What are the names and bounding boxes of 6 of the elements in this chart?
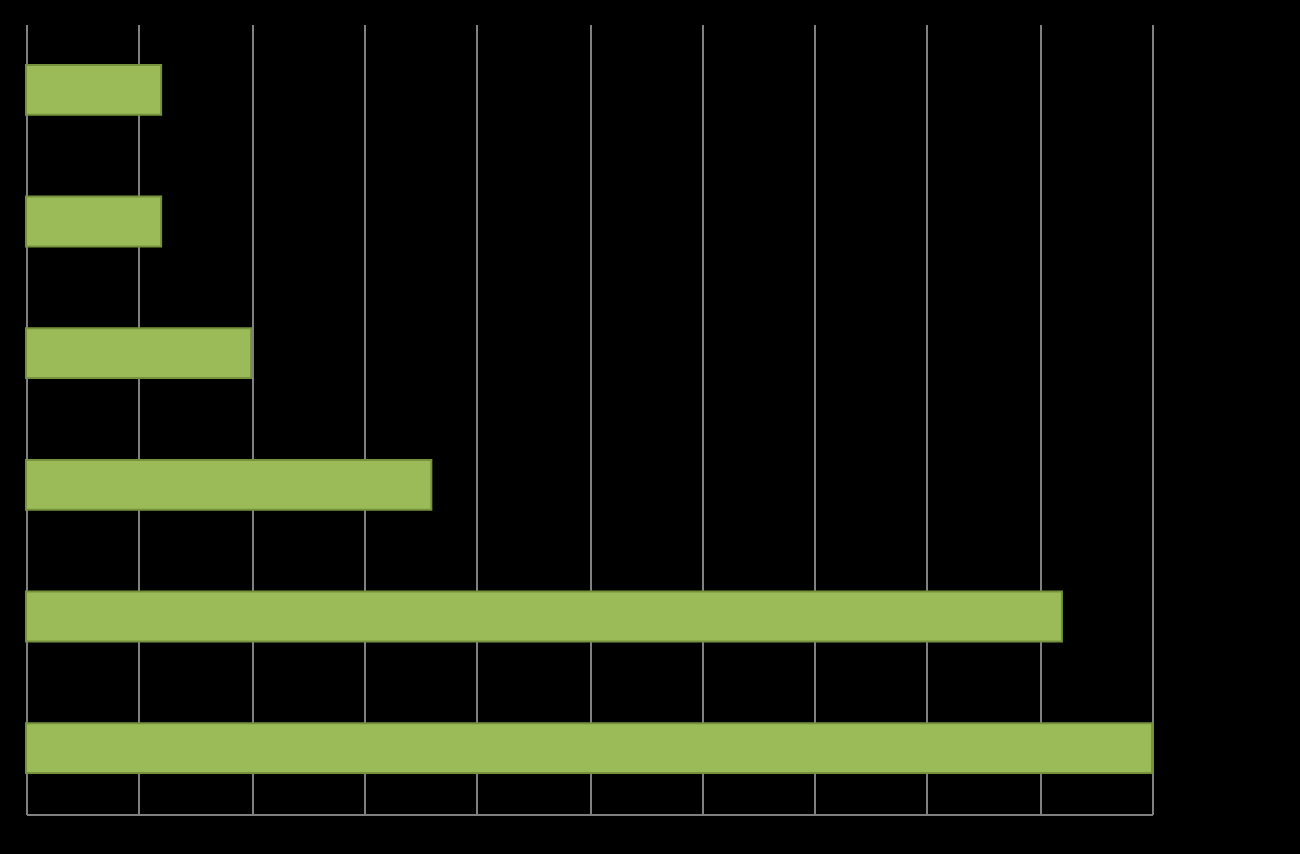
bar xyxy=(25,327,253,380)
bar xyxy=(25,63,163,116)
bar xyxy=(25,195,163,248)
bar xyxy=(25,722,1153,775)
bar xyxy=(25,590,1063,643)
bar xyxy=(25,458,433,511)
